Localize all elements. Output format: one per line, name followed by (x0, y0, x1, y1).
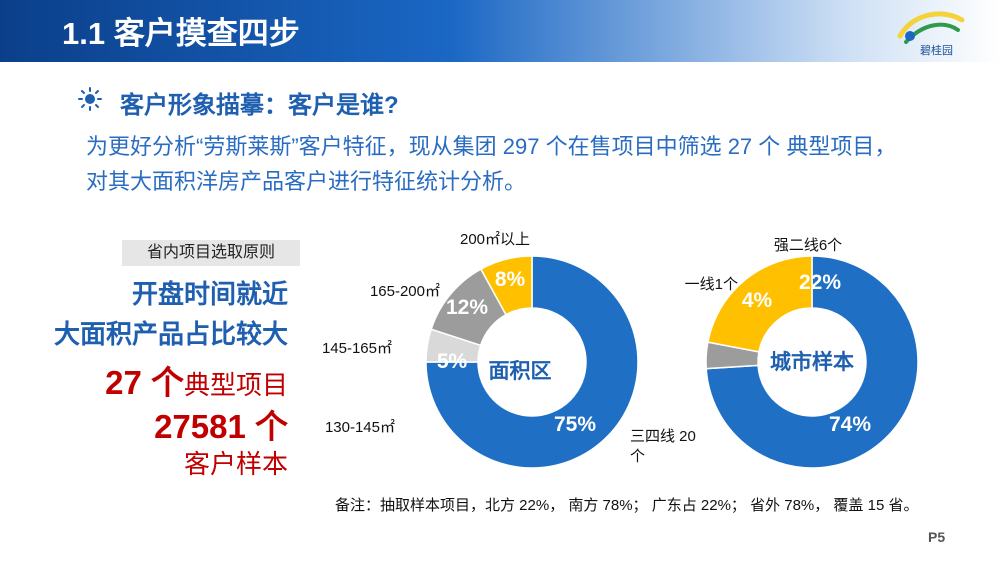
slice-value-label: 75% (554, 413, 596, 436)
donut-slice (707, 255, 813, 353)
sample-count-number: 27581 个 (154, 408, 288, 445)
project-count-number: 27 个 (105, 364, 184, 401)
intro-paragraph: 为更好分析“劳斯莱斯”客户特征，现从集团 297 个在售项目中筛选 27 个 典… (86, 134, 897, 194)
slice-category-label: 130-145㎡ (325, 419, 395, 436)
slice-value-label: 4% (742, 289, 773, 312)
slice-value-label: 5% (437, 350, 468, 373)
sun-icon (78, 87, 102, 111)
slice-value-label: 74% (829, 413, 871, 436)
slice-category-label: 一线1个 (685, 276, 738, 293)
donut-slice (705, 255, 919, 469)
project-count: 27 个典型项目 (105, 356, 288, 404)
principle-line-1: 开盘时间就近 (131, 279, 288, 309)
donut-slice (479, 255, 533, 316)
slice-category-label: 三四线 20 个 (630, 428, 696, 465)
slice-category-label: 145-165㎡ (322, 340, 392, 357)
principle-label: 省内项目选取原则 (122, 240, 300, 266)
company-logo: 碧桂园 (897, 11, 965, 57)
slice-category-label: 165-200㎡ (370, 283, 440, 300)
logo-text: 碧桂园 (920, 43, 953, 57)
slice-category-label: 强二线6个 (774, 237, 842, 254)
principle-line-2: 大面积产品占比较大 (53, 319, 288, 349)
project-count-text: 典型项目 (183, 370, 288, 400)
slice-category-label: 200㎡以上 (460, 231, 530, 248)
slice-value-label: 12% (446, 296, 488, 319)
donut-center-title: 城市样本 (770, 350, 854, 374)
donut-slice (425, 255, 639, 469)
slice-value-label: 22% (799, 271, 841, 294)
slice-value-label: 8% (495, 268, 526, 291)
section-subtitle: 客户形象描摹：客户是谁? (120, 92, 399, 119)
footnote: 备注：抽取样本项目，北方 22%， 南方 78%； 广东占 22%； 省外 78… (335, 497, 919, 514)
page-number: P5 (928, 529, 946, 545)
donut-center-title: 面积区 (489, 360, 552, 383)
sample-count-text: 客户样本 (183, 449, 288, 479)
header-bar: 1.1 客户摸查四步 碧桂园 (0, 0, 1000, 62)
page-title: 1.1 客户摸查四步 (62, 16, 300, 51)
